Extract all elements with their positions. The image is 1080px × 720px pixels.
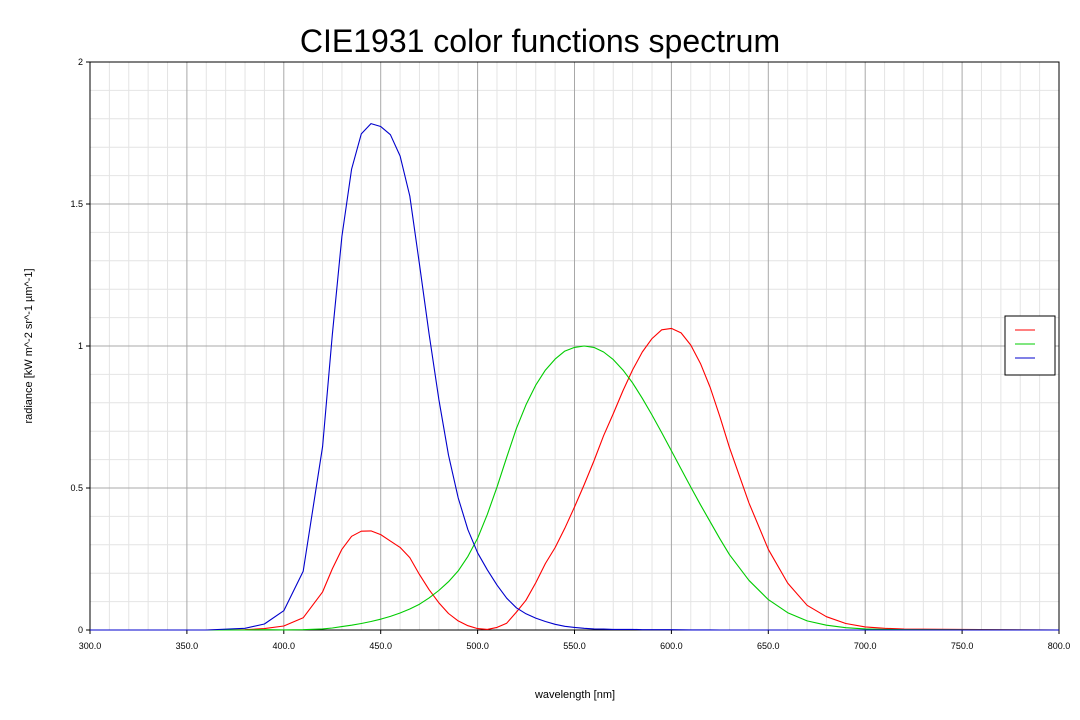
y-tick-label: 1.5 xyxy=(70,199,83,209)
y-axis-ticks: 0 0.5 1 1.5 2 xyxy=(70,57,90,635)
x-tick-label: 350.0 xyxy=(176,641,199,651)
legend xyxy=(1004,315,1056,376)
series-line-1 xyxy=(90,327,1060,631)
x-tick-label: 550.0 xyxy=(563,641,586,651)
y-tick-label: 2 xyxy=(78,57,83,67)
x-tick-label: 800.0 xyxy=(1048,641,1071,651)
x-tick-label: 300.0 xyxy=(79,641,102,651)
x-tick-label: 700.0 xyxy=(854,641,877,651)
series-lines xyxy=(90,123,1060,631)
x-axis-ticks: 300.0 350.0 400.0 450.0 500.0 550.0 600.0 650.0… xyxy=(79,630,1071,651)
y-tick-label: 0 xyxy=(78,625,83,635)
x-tick-label: 600.0 xyxy=(660,641,683,651)
y-axis-label: radiance [kW m^-2 sr^-1 µm^-1] xyxy=(23,268,35,423)
x-axis-label: wavelength [nm] xyxy=(534,689,615,701)
x-tick-label: 400.0 xyxy=(273,641,296,651)
x-tick-label: 450.0 xyxy=(369,641,392,651)
legend-box xyxy=(1004,315,1056,376)
x-tick-label: 750.0 xyxy=(951,641,974,651)
x-tick-label: 500.0 xyxy=(466,641,489,651)
y-tick-label: 0.5 xyxy=(70,483,83,493)
chart-title: CIE1931 color functions spectrum xyxy=(300,23,780,59)
series-line-3 xyxy=(90,123,1059,631)
x-tick-label: 650.0 xyxy=(757,641,780,651)
series-line-2 xyxy=(90,345,1060,631)
y-tick-label: 1 xyxy=(78,341,83,351)
